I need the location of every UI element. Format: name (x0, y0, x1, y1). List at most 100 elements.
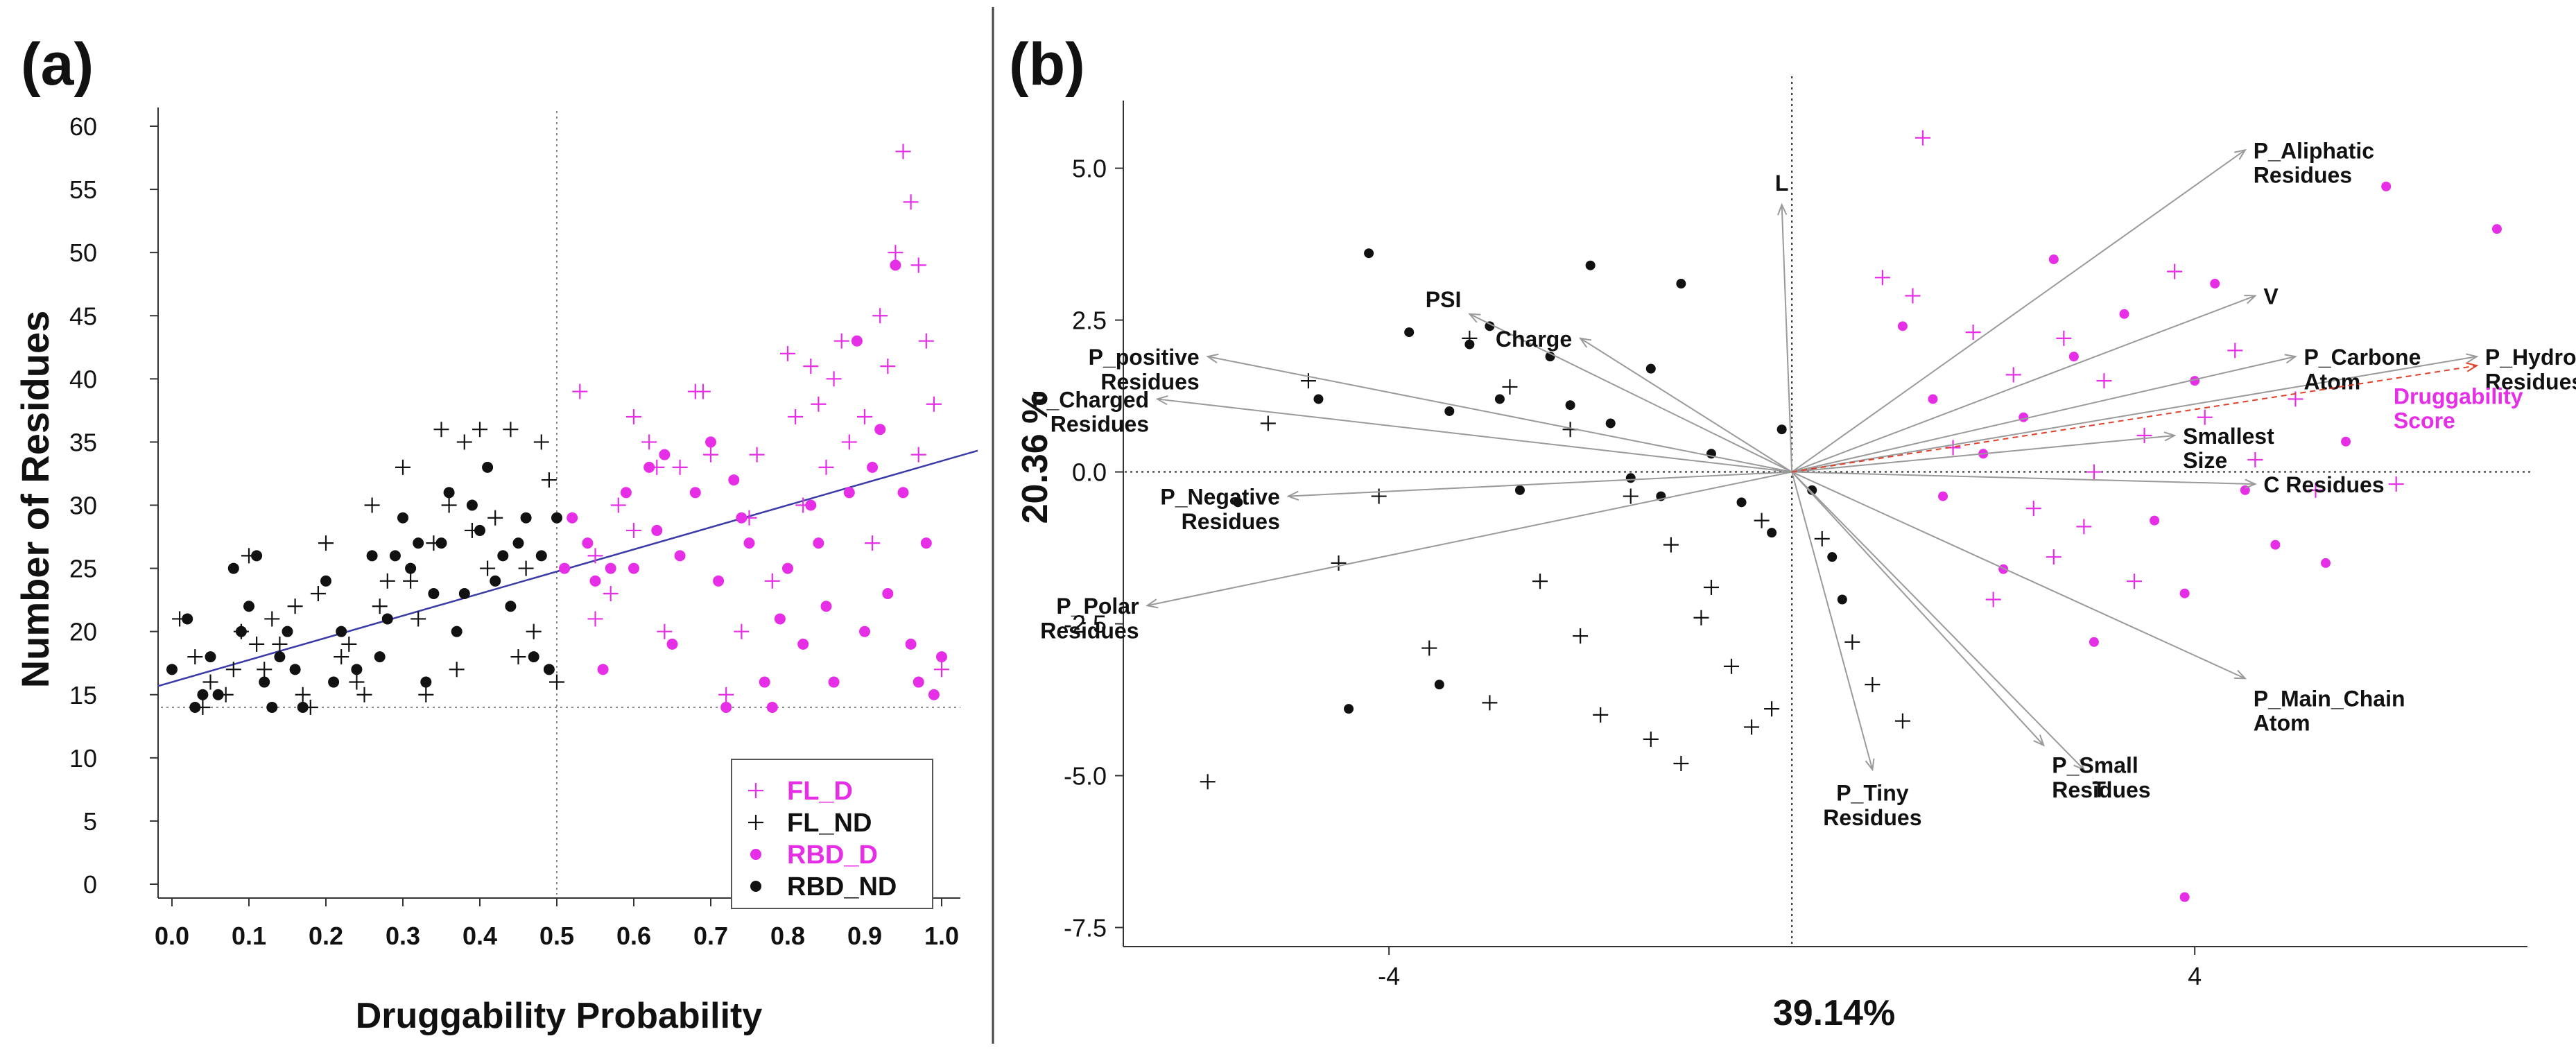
point-fl_nd (364, 497, 380, 513)
point-rbd_d (936, 651, 947, 663)
point-fl_nd (410, 611, 426, 627)
point-fl_nd (1744, 719, 1760, 735)
point-rbd_d (874, 424, 886, 436)
y-tick-label: -7.5 (1064, 913, 1107, 942)
point-rbd_d (905, 638, 917, 650)
point-rbd_d (736, 512, 747, 524)
legend-box (731, 759, 933, 909)
point-fl_nd (349, 674, 365, 690)
point-fl_d (718, 687, 734, 702)
vector-label-p-main-chain-atom: P_Main_Chain Atom (2254, 686, 2405, 735)
point-fl_d (2086, 464, 2102, 480)
vector-psi (1468, 313, 1792, 473)
point-rbd_d (1938, 491, 1948, 501)
x-tick-label: 0.4 (463, 922, 497, 950)
point-rbd_nd (235, 626, 247, 637)
point-rbd_d (2179, 588, 2190, 598)
point-fl_nd (341, 636, 357, 652)
vector-label-c-residues: C Residues (2263, 472, 2384, 497)
point-fl_d (934, 662, 949, 678)
vector-p-negative-residues (1286, 471, 1792, 501)
vector-t (1791, 471, 2086, 771)
point-fl_d (764, 573, 780, 589)
point-rbd_d (859, 626, 870, 637)
point-fl_nd (1331, 555, 1347, 571)
point-fl_d (926, 396, 942, 412)
point-fl_d (818, 459, 834, 475)
point-rbd_d (882, 588, 894, 600)
panel-a-y-label: Number of Residues (13, 311, 57, 689)
x-tick-label: 0.8 (770, 922, 805, 950)
vector-p-positive-residues (1206, 353, 1792, 473)
point-rbd_d (620, 487, 632, 499)
point-fl_nd (272, 636, 288, 652)
point-rbd_d (813, 537, 824, 549)
point-rbd_d (913, 676, 924, 688)
point-fl_nd (264, 611, 280, 627)
panel-a-x-ticks: 0.0 0.1 0.2 0.3 0.4 0.5 0.6 0.7 0.8 0.9 1.0 (155, 898, 959, 950)
point-fl_nd (257, 662, 273, 678)
vector-c-residues (1792, 471, 2257, 489)
point-rbd_nd (274, 651, 286, 663)
vector-v (1791, 294, 2257, 473)
point-rbd_d (828, 676, 840, 688)
point-fl_nd (541, 472, 557, 488)
vector-label-p-charged-residues: P_Charged Residues (1032, 387, 1149, 436)
point-fl_d (788, 408, 804, 424)
point-rbd_nd (528, 651, 539, 663)
point-rbd_d (805, 499, 817, 511)
point-rbd_d (743, 537, 755, 549)
point-rbd_nd (336, 626, 347, 637)
y-tick-label: 20 (69, 618, 97, 646)
point-fl_d (641, 434, 657, 450)
panel-b-reference-lines (1125, 76, 2531, 945)
point-fl_d (895, 144, 911, 159)
point-rbd_nd (381, 613, 393, 625)
vector-p-charged-residues (1155, 395, 1792, 473)
point-rbd_nd (1444, 406, 1455, 416)
point-rbd_nd (243, 601, 254, 612)
point-rbd_nd (182, 613, 193, 625)
point-rbd_d (797, 638, 809, 650)
vector-p-tiny-residues (1791, 472, 1875, 772)
point-fl_d (2247, 452, 2263, 468)
point-fl_nd (1844, 634, 1860, 650)
point-fl_nd (1724, 658, 1740, 674)
point-rbd_nd (1434, 680, 1444, 690)
point-rbd_nd (1837, 594, 1847, 605)
point-fl_nd (518, 560, 534, 576)
point-rbd_d (582, 537, 594, 549)
point-rbd_nd (266, 701, 278, 713)
point-fl_d (2056, 330, 2072, 346)
point-rbd_nd (297, 701, 309, 713)
panel-a-label: (a) (21, 31, 94, 98)
point-fl_d (857, 408, 872, 424)
point-rbd_nd (1777, 424, 1787, 435)
vector-label-p-carbone-atom: P_Carbone Atom (2303, 345, 2421, 394)
y-tick-label: 5 (83, 807, 97, 836)
point-fl_nd (287, 598, 303, 614)
point-fl_d (903, 194, 919, 210)
point-fl_d (2227, 343, 2243, 359)
vector-label-druggability-score: Druggability Score (2394, 383, 2523, 433)
point-rbd_d (628, 562, 639, 574)
point-fl_d (1965, 325, 1981, 340)
vector-p-polar-residues (1146, 471, 1792, 609)
vector-label-p-negative-residues: P_Negative Residues (1160, 485, 1280, 534)
y-tick-label: 2.5 (1072, 307, 1107, 335)
point-fl_d (2308, 482, 2324, 498)
point-rbd_d (1897, 321, 1908, 331)
point-rbd_d (2270, 540, 2281, 550)
point-fl_nd (225, 662, 241, 678)
point-rbd_nd (212, 689, 224, 700)
point-rbd_d (2119, 309, 2129, 319)
point-rbd_nd (497, 550, 509, 562)
point-fl_d (572, 383, 588, 399)
point-rbd_d (2019, 412, 2029, 422)
vector-label-charge: Charge (1496, 327, 1572, 352)
panel-b-x-ticks: -4 4 (1378, 947, 2202, 990)
point-fl_nd (295, 687, 311, 702)
point-fl_d (865, 535, 881, 551)
point-rbd_nd (1344, 704, 1354, 714)
